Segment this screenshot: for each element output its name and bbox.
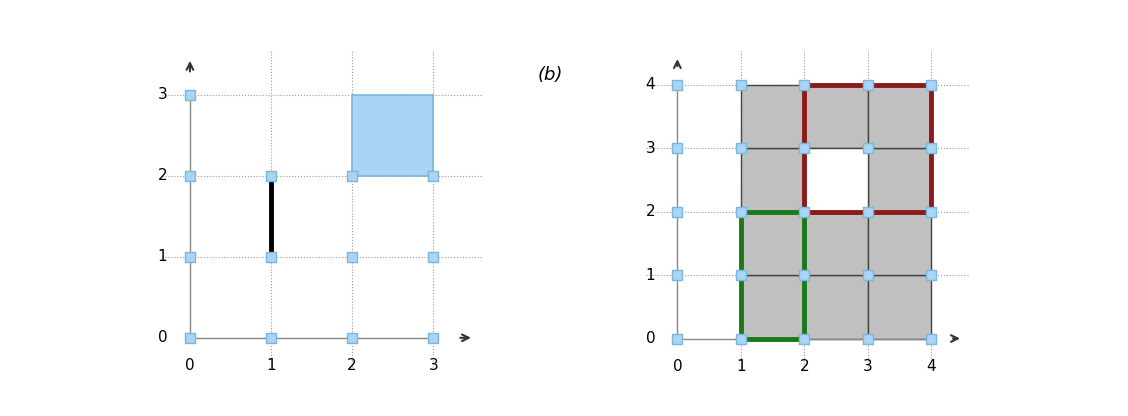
Point — [732, 335, 750, 342]
Point — [262, 253, 280, 260]
Point — [858, 208, 876, 215]
Point — [795, 82, 813, 88]
Bar — [741, 85, 804, 148]
Point — [343, 172, 361, 179]
Point — [668, 272, 686, 278]
Text: 1: 1 — [158, 249, 167, 264]
Point — [668, 145, 686, 151]
Text: 0: 0 — [672, 359, 682, 374]
Bar — [867, 148, 931, 212]
Bar — [741, 212, 804, 339]
Text: 0: 0 — [158, 330, 167, 345]
Point — [795, 145, 813, 151]
Bar — [741, 275, 804, 339]
Bar — [867, 275, 931, 339]
Text: 3: 3 — [645, 141, 655, 156]
Point — [922, 82, 940, 88]
Point — [922, 335, 940, 342]
Text: (b): (b) — [538, 66, 563, 84]
Point — [858, 335, 876, 342]
Point — [858, 82, 876, 88]
Point — [795, 272, 813, 278]
Point — [262, 172, 280, 179]
Text: 1: 1 — [266, 358, 276, 373]
Point — [732, 145, 750, 151]
Point — [732, 82, 750, 88]
Point — [668, 82, 686, 88]
Text: 0: 0 — [645, 331, 655, 346]
Point — [262, 334, 280, 341]
Point — [795, 208, 813, 215]
Point — [858, 145, 876, 151]
Point — [180, 172, 199, 179]
Point — [668, 208, 686, 215]
Text: 3: 3 — [863, 359, 873, 374]
Point — [180, 253, 199, 260]
Text: 3: 3 — [429, 358, 438, 373]
Point — [424, 172, 442, 179]
Text: 4: 4 — [926, 359, 936, 374]
Bar — [804, 85, 867, 148]
Point — [922, 145, 940, 151]
Text: 0: 0 — [185, 358, 195, 373]
Point — [668, 335, 686, 342]
Bar — [804, 275, 867, 339]
Bar — [867, 212, 931, 275]
Bar — [741, 212, 804, 275]
Bar — [741, 148, 804, 212]
Point — [732, 272, 750, 278]
Text: 2: 2 — [347, 358, 356, 373]
Text: 2: 2 — [158, 168, 167, 183]
Point — [343, 253, 361, 260]
Point — [424, 334, 442, 341]
Point — [424, 253, 442, 260]
Point — [732, 208, 750, 215]
Text: 2: 2 — [645, 204, 655, 219]
Point — [922, 272, 940, 278]
Point — [180, 91, 199, 98]
Bar — [804, 85, 931, 212]
Bar — [867, 85, 931, 148]
Point — [922, 208, 940, 215]
Text: 1: 1 — [645, 267, 655, 282]
Text: 3: 3 — [158, 87, 167, 102]
Point — [180, 334, 199, 341]
Bar — [804, 212, 867, 275]
Bar — [352, 94, 433, 176]
Text: 4: 4 — [645, 77, 655, 92]
Point — [858, 272, 876, 278]
Point — [343, 334, 361, 341]
Text: 2: 2 — [800, 359, 809, 374]
Point — [795, 335, 813, 342]
Bar — [804, 148, 867, 212]
Text: 1: 1 — [735, 359, 746, 374]
